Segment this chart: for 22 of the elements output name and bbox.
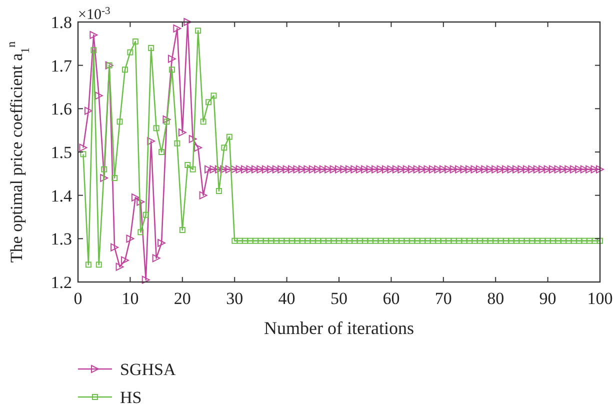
y-tick-label: 1.6 — [50, 100, 72, 119]
legend-label: SGHSA — [120, 360, 176, 379]
y-tick-label: 1.3 — [50, 230, 72, 249]
annotation: ×10$^{-3}$ — [78, 6, 110, 23]
y-tick-label: 1.4 — [50, 186, 72, 206]
x-tick-label: 100 — [587, 289, 613, 308]
x-tick-label: 80 — [487, 289, 504, 308]
legend-label: HS — [120, 388, 142, 407]
y-tick-label: 1.8 — [50, 13, 72, 32]
x-tick-label: 30 — [226, 289, 244, 308]
x-tick-label: 90 — [539, 289, 556, 308]
x-tick-label: 60 — [382, 289, 400, 308]
x-tick-label: 10 — [122, 289, 139, 308]
x-tick-label: 0 — [74, 289, 82, 308]
y-tick-label: 1.5 — [50, 143, 72, 162]
y-tick-label: 1.7 — [50, 56, 72, 76]
x-tick-label: 70 — [434, 289, 452, 308]
x-axis-title: Number of iterations — [264, 318, 414, 338]
y-tick-label: 1.2 — [50, 273, 72, 292]
x-tick-label: 50 — [330, 289, 348, 308]
x-tick-label: 20 — [174, 289, 191, 308]
x-tick-label: 40 — [278, 289, 296, 308]
